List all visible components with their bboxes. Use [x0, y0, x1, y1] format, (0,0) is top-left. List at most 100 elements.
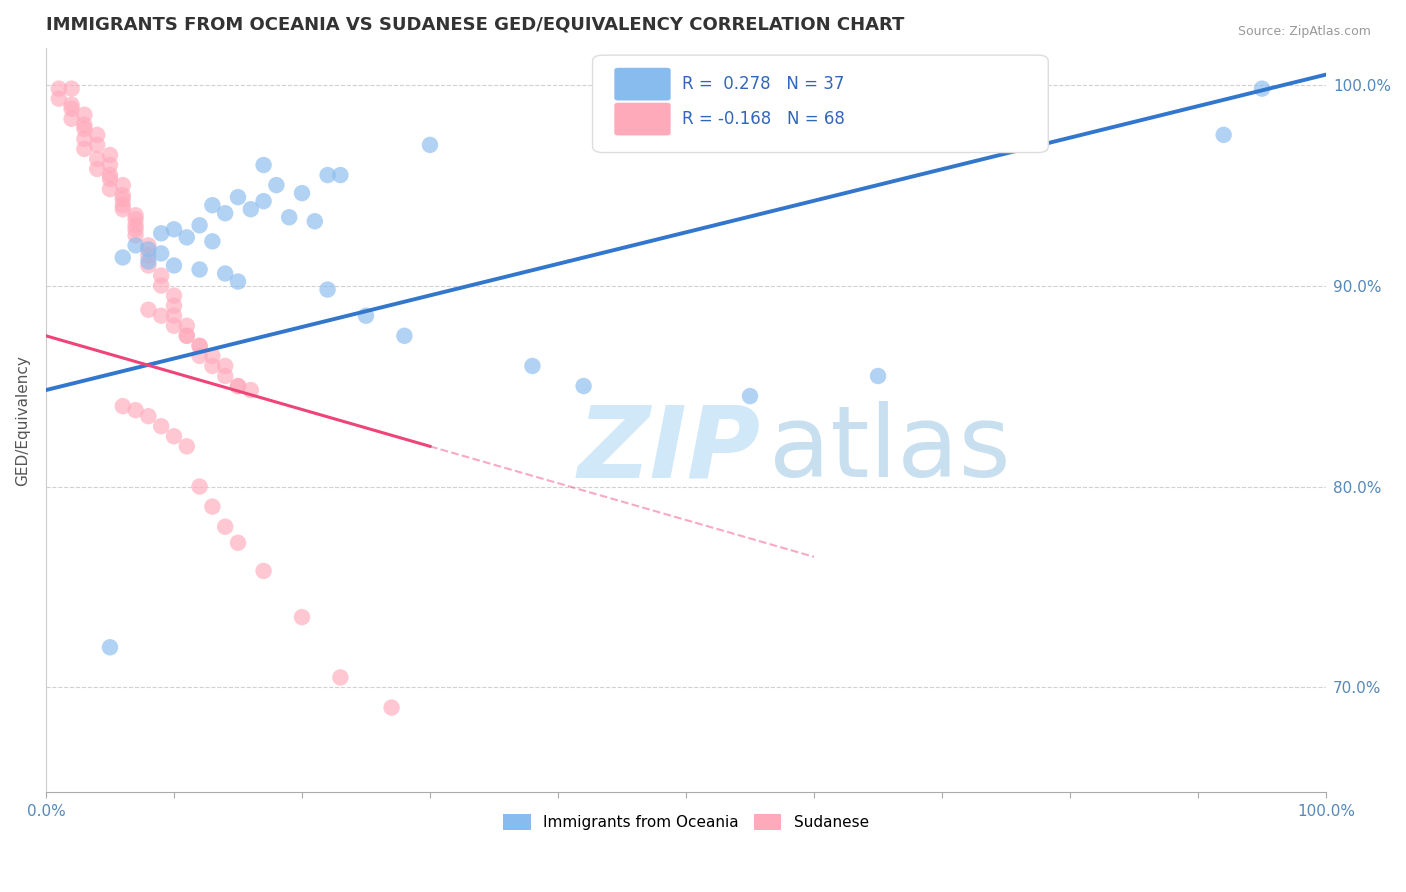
Point	[188, 219, 211, 233]
Point	[304, 214, 326, 228]
Point	[98, 640, 121, 655]
Point	[60, 112, 83, 126]
Point	[572, 379, 595, 393]
Point	[138, 254, 160, 268]
Point	[111, 192, 134, 206]
Text: atlas: atlas	[769, 401, 1011, 499]
FancyBboxPatch shape	[614, 68, 671, 101]
Point	[226, 275, 249, 289]
Point	[86, 137, 108, 152]
Point	[163, 222, 186, 236]
Point	[60, 97, 83, 112]
Point	[124, 403, 146, 417]
Point	[111, 399, 134, 413]
Point	[48, 81, 70, 95]
Point	[150, 246, 173, 260]
Point	[98, 148, 121, 162]
Text: R =  0.278   N = 37: R = 0.278 N = 37	[682, 75, 845, 93]
Point	[522, 359, 544, 373]
Point	[150, 309, 173, 323]
Y-axis label: GED/Equivalency: GED/Equivalency	[15, 355, 30, 485]
Point	[176, 318, 198, 333]
Point	[138, 238, 160, 252]
Point	[163, 299, 186, 313]
Point	[163, 288, 186, 302]
Point	[176, 230, 198, 244]
Point	[214, 519, 236, 533]
Point	[150, 227, 173, 241]
Point	[48, 92, 70, 106]
Point	[124, 222, 146, 236]
Point	[73, 121, 96, 136]
Point	[138, 243, 160, 257]
Point	[150, 419, 173, 434]
Point	[394, 328, 416, 343]
Point	[176, 328, 198, 343]
Point	[278, 211, 301, 225]
Point	[214, 359, 236, 373]
Point	[60, 102, 83, 116]
Point	[111, 188, 134, 202]
Point	[86, 128, 108, 142]
Point	[354, 309, 377, 323]
Point	[201, 198, 224, 212]
Point	[316, 168, 339, 182]
Point	[86, 152, 108, 166]
Point	[252, 194, 274, 209]
Point	[124, 228, 146, 243]
Point	[124, 212, 146, 227]
Point	[381, 700, 404, 714]
Point	[866, 369, 889, 384]
Point	[738, 389, 761, 403]
Point	[188, 339, 211, 353]
Point	[163, 259, 186, 273]
Point	[239, 202, 262, 217]
Point	[266, 178, 288, 193]
Point	[214, 369, 236, 384]
Point	[226, 535, 249, 549]
Point	[124, 238, 146, 252]
Point	[111, 202, 134, 217]
Point	[176, 328, 198, 343]
Point	[73, 108, 96, 122]
Point	[291, 186, 314, 201]
Text: Source: ZipAtlas.com: Source: ZipAtlas.com	[1237, 25, 1371, 38]
Point	[214, 206, 236, 220]
Point	[226, 190, 249, 204]
FancyBboxPatch shape	[614, 103, 671, 136]
Point	[239, 383, 262, 397]
Point	[291, 610, 314, 624]
Point	[111, 251, 134, 265]
Point	[252, 564, 274, 578]
Point	[316, 283, 339, 297]
Point	[419, 137, 441, 152]
Point	[214, 267, 236, 281]
Point	[188, 349, 211, 363]
Point	[1251, 81, 1274, 95]
Point	[150, 268, 173, 283]
Point	[98, 182, 121, 196]
Point	[163, 429, 186, 443]
Point	[201, 359, 224, 373]
Text: R = -0.168   N = 68: R = -0.168 N = 68	[682, 110, 845, 128]
Text: IMMIGRANTS FROM OCEANIA VS SUDANESE GED/EQUIVALENCY CORRELATION CHART: IMMIGRANTS FROM OCEANIA VS SUDANESE GED/…	[46, 15, 904, 33]
Point	[138, 248, 160, 262]
Point	[98, 172, 121, 186]
Point	[98, 158, 121, 172]
Point	[150, 278, 173, 293]
Point	[163, 309, 186, 323]
Point	[201, 235, 224, 249]
Point	[138, 409, 160, 424]
Point	[60, 81, 83, 95]
Text: ZIP: ZIP	[578, 401, 761, 499]
Point	[329, 670, 352, 684]
Point	[188, 262, 211, 277]
Point	[163, 318, 186, 333]
Point	[98, 168, 121, 182]
Point	[226, 379, 249, 393]
Point	[124, 219, 146, 233]
Point	[111, 198, 134, 212]
Point	[201, 500, 224, 514]
Point	[226, 379, 249, 393]
Point	[176, 439, 198, 453]
